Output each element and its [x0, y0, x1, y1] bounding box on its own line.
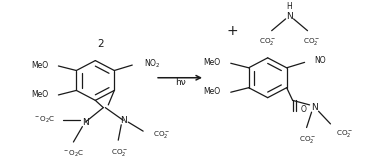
Text: N: N [311, 103, 318, 112]
Text: N: N [286, 12, 293, 21]
Text: CO$_2^-$: CO$_2^-$ [337, 128, 354, 139]
Text: H: H [287, 2, 292, 11]
Text: CO$_2^-$: CO$_2^-$ [303, 36, 320, 47]
Text: NO$_2$: NO$_2$ [144, 57, 161, 69]
Text: +: + [226, 24, 237, 38]
Text: CO$_2^-$: CO$_2^-$ [259, 36, 276, 47]
Text: hν: hν [175, 78, 185, 87]
Text: CO$_2^-$: CO$_2^-$ [153, 129, 171, 140]
Text: MeO: MeO [204, 87, 221, 96]
Text: CO$_2^-$: CO$_2^-$ [110, 147, 128, 158]
Text: $^-$O$_2$C: $^-$O$_2$C [33, 115, 55, 125]
Text: O: O [301, 105, 306, 114]
Text: N: N [82, 118, 89, 127]
Text: MeO: MeO [204, 58, 221, 67]
Text: CO$_2^-$: CO$_2^-$ [299, 134, 316, 145]
Text: MeO: MeO [31, 61, 48, 70]
Text: $^-$O$_2$C: $^-$O$_2$C [62, 149, 84, 160]
Text: 2: 2 [97, 39, 103, 49]
Text: N: N [120, 116, 127, 125]
Text: NO: NO [315, 56, 326, 65]
Text: MeO: MeO [31, 90, 48, 99]
